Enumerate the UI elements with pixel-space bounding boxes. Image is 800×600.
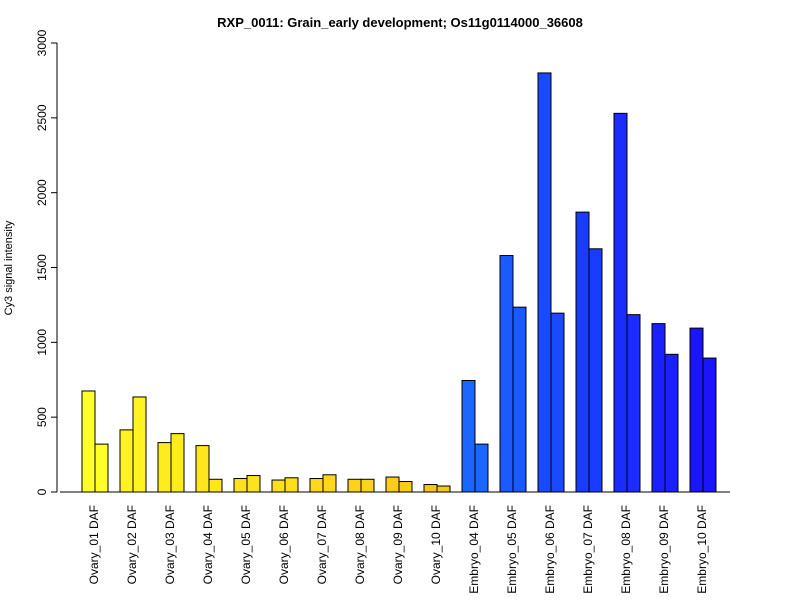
y-tick-label: 1500: [35, 254, 49, 281]
bar-1-embryo-04-daf: [461, 379, 476, 493]
x-tick-label: Ovary_02 DAF: [125, 505, 139, 584]
x-tick-label: Ovary_06 DAF: [277, 505, 291, 584]
y-tick-label: 3000: [35, 29, 49, 56]
bar-2-ovary-05-daf: [246, 475, 261, 493]
x-tick-label: Ovary_05 DAF: [239, 505, 253, 584]
x-tick-label: Embryo_04 DAF: [467, 505, 481, 594]
y-tick-label: 0: [35, 488, 49, 495]
chart-title: RXP_0011: Grain_early development; Os11g…: [217, 15, 583, 30]
bar-1-ovary-03-daf: [157, 442, 172, 493]
bars-group: [81, 72, 717, 493]
bar-1-ovary-08-daf: [347, 478, 362, 493]
bar-2-embryo-06-daf: [550, 312, 565, 493]
bar-1-ovary-07-daf: [309, 478, 324, 493]
bar-1-embryo-06-daf: [537, 72, 552, 493]
bar-1-embryo-09-daf: [651, 323, 666, 493]
bar-1-ovary-09-daf: [385, 476, 400, 493]
bar-1-ovary-02-daf: [119, 429, 134, 493]
x-tick-label: Embryo_09 DAF: [657, 505, 671, 594]
bar-1-ovary-01-daf: [81, 390, 96, 493]
y-tick-label: 1000: [35, 329, 49, 356]
bar-2-embryo-08-daf: [626, 314, 641, 493]
x-tick-label: Ovary_03 DAF: [163, 505, 177, 584]
bar-2-ovary-09-daf: [398, 481, 413, 493]
x-tick-label: Embryo_06 DAF: [543, 505, 557, 594]
y-tick-label: 2500: [35, 104, 49, 131]
bar-1-embryo-07-daf: [575, 211, 590, 493]
y-tick-label: 500: [35, 407, 49, 427]
x-tick-label: Ovary_01 DAF: [87, 505, 101, 584]
bar-2-ovary-01-daf: [94, 443, 109, 493]
bar-2-embryo-05-daf: [512, 306, 527, 493]
bar-2-embryo-04-daf: [474, 443, 489, 493]
bar-2-ovary-10-daf: [436, 485, 451, 493]
bar-2-ovary-06-daf: [284, 477, 299, 493]
bar-2-ovary-02-daf: [132, 396, 147, 493]
x-tick-label: Embryo_10 DAF: [695, 505, 709, 594]
bar-2-ovary-07-daf: [322, 474, 337, 493]
bar-1-ovary-10-daf: [423, 484, 438, 493]
bar-2-embryo-10-daf: [702, 357, 717, 493]
x-axis: Ovary_01 DAF Ovary_02 DAF Ovary_03 DAF Ovar…: [60, 491, 730, 594]
x-tick-label: Ovary_08 DAF: [353, 505, 367, 584]
x-tick-label: Ovary_04 DAF: [201, 505, 215, 584]
x-tick-label: Embryo_08 DAF: [619, 505, 633, 594]
x-tick-label: Embryo_07 DAF: [581, 505, 595, 594]
bar-1-ovary-04-daf: [195, 445, 210, 493]
y-tick-label: 2000: [35, 179, 49, 206]
y-axis: 0 500 1000 1500 2000 2500 3000: [35, 29, 58, 495]
bar-2-ovary-08-daf: [360, 478, 375, 493]
x-tick-label: Ovary_10 DAF: [429, 505, 443, 584]
x-tick-label: Embryo_05 DAF: [505, 505, 519, 594]
bar-1-ovary-06-daf: [271, 479, 286, 493]
bar-1-embryo-10-daf: [689, 327, 704, 493]
bar-2-embryo-07-daf: [588, 248, 603, 493]
x-tick-label: Ovary_07 DAF: [315, 505, 329, 584]
bar-1-embryo-05-daf: [499, 255, 514, 493]
bar-1-embryo-08-daf: [613, 112, 628, 493]
bar-2-ovary-04-daf: [208, 478, 223, 493]
bar-2-embryo-09-daf: [664, 353, 679, 493]
x-tick-label: Ovary_09 DAF: [391, 505, 405, 584]
bar-1-ovary-05-daf: [233, 478, 248, 493]
bar-2-ovary-03-daf: [170, 433, 185, 493]
y-axis-label: Cy3 signal intensity: [3, 220, 15, 315]
